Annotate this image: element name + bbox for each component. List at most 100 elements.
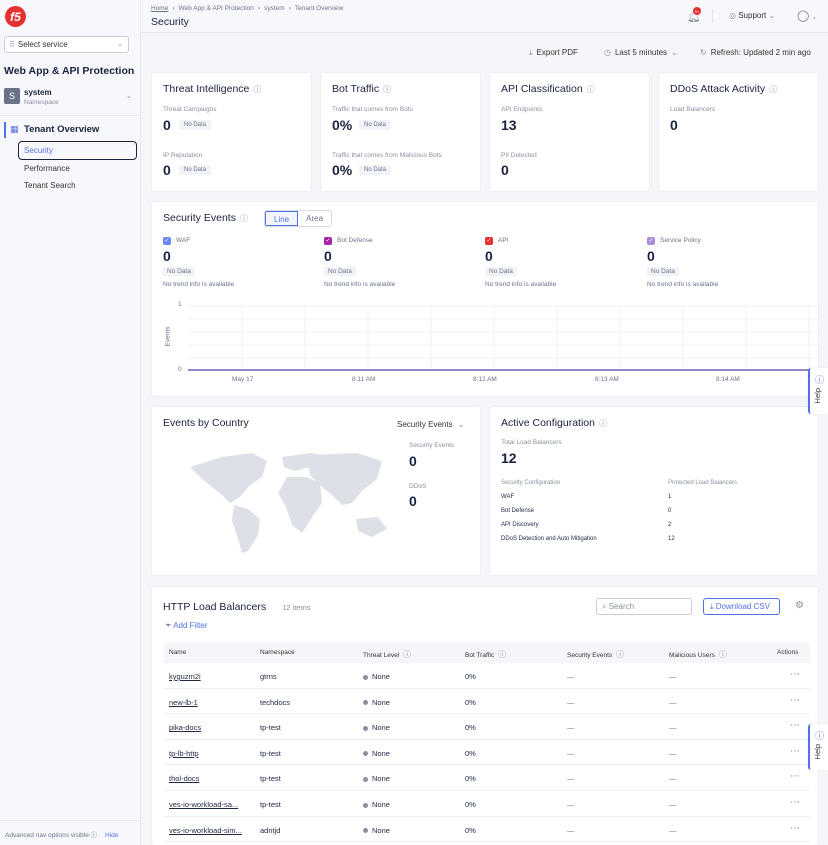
malicious-users: — — [669, 748, 677, 758]
table-row: tp-lb-http tp-test None 0% — — ⋯ — [164, 740, 810, 766]
bot-traffic: 0% — [465, 723, 476, 733]
column-header-name[interactable]: Name — [169, 649, 187, 656]
info-icon[interactable]: ⓘ — [403, 650, 412, 659]
add-filter-button[interactable]: ⏷ Add Filter — [165, 621, 207, 631]
lb-namespace: techdocs — [260, 697, 291, 707]
sidebar-item-security[interactable]: Security — [18, 141, 137, 160]
divider — [0, 820, 140, 821]
more-actions-icon[interactable]: ⋯ — [790, 745, 800, 757]
column-header-label: Threat Level — [363, 652, 400, 659]
checkbox-icon[interactable]: ✓ — [647, 237, 655, 245]
clock-icon: ◷ — [604, 48, 611, 57]
lb-name-link[interactable]: ves-io-workload-sa... — [169, 800, 239, 809]
notification-badge: 9+ — [693, 7, 701, 15]
column-header-threat-level[interactable]: Threat Level ⓘ — [363, 649, 411, 660]
column-header-bot-traffic[interactable]: Bot Traffic ⓘ — [465, 649, 506, 660]
lb-name-link[interactable]: pika-docs — [169, 723, 202, 733]
info-icon[interactable]: ⓘ — [769, 85, 778, 94]
f5-logo[interactable]: f5 — [5, 6, 26, 27]
time-range-select[interactable]: ◷ Last 5 minutes ⌄ — [604, 48, 682, 57]
more-actions-icon[interactable]: ⋯ — [790, 797, 800, 808]
sidebar-item-tenant-search[interactable]: Tenant Search — [24, 181, 76, 190]
user-menu[interactable]: ◯ ⌄ — [797, 9, 817, 22]
lb-name-link[interactable]: new-lb-1 — [169, 697, 198, 707]
breadcrumb-home[interactable]: Home — [151, 5, 169, 12]
namespace-avatar: S — [4, 88, 20, 104]
info-icon[interactable]: ⓘ — [586, 85, 595, 94]
column-header-malicious-users[interactable]: Malicious Users ⓘ — [669, 649, 727, 660]
sidebar-item-performance[interactable]: Performance — [24, 164, 70, 173]
time-range-label: Last 5 minutes — [614, 48, 668, 57]
metric-label: Load Balancers — [670, 106, 716, 113]
more-actions-icon[interactable]: ⋯ — [790, 822, 800, 834]
advanced-nav-notice: Advanced nav options visible ⓘ Hide — [5, 829, 118, 839]
config-name: WAF — [501, 494, 515, 500]
lb-name-link[interactable]: kyguzm2i — [169, 672, 201, 681]
notifications-button[interactable]: 🔔︎ 9+ — [687, 7, 701, 23]
more-actions-icon[interactable]: ⋯ — [790, 694, 800, 706]
search-input[interactable]: ⌕ Search — [596, 598, 692, 615]
namespace-selector[interactable]: S system Namespace ⌄ — [4, 88, 134, 108]
info-icon[interactable]: ⓘ — [598, 419, 607, 428]
metric-value: 0% — [332, 162, 353, 178]
service-select[interactable]: ⠿ Select service ⌄ — [4, 36, 129, 53]
help-tab[interactable]: ⓘ Help — [808, 368, 828, 414]
info-icon[interactable]: ⓘ — [498, 650, 507, 659]
table-row: ves-io-workload-sim... adntjd None 0% — — ⋯ — [164, 817, 810, 843]
download-csv-button[interactable]: ⤓ Download CSV — [703, 598, 780, 615]
breadcrumb-namespace[interactable]: system — [264, 5, 285, 12]
toggle-area[interactable]: Area — [306, 214, 324, 223]
page-title: Security — [151, 16, 189, 28]
series-value: 0 — [485, 248, 493, 264]
no-data-badge: No Data — [647, 267, 679, 276]
no-data-badge: No Data — [359, 120, 392, 130]
nav-group-tenant-overview[interactable]: ▦ Tenant Overview — [4, 122, 134, 138]
column-header-namespace[interactable]: Namespace — [260, 649, 295, 656]
toggle-line[interactable]: Line — [265, 211, 299, 226]
help-icon: ⓘ — [815, 731, 825, 741]
info-icon[interactable]: ⓘ — [239, 214, 248, 223]
breadcrumb-app[interactable]: Web App & API Protection — [178, 5, 254, 12]
metric-label: API Endpoints — [501, 106, 543, 113]
malicious-users: — — [669, 774, 677, 784]
export-pdf-button[interactable]: ⤓ Export PDF — [529, 48, 578, 58]
lb-name-link[interactable]: thol-docs — [169, 774, 200, 784]
info-icon[interactable]: ⓘ — [718, 650, 727, 659]
lb-name-link[interactable]: tp-lb-http — [169, 748, 199, 758]
x-tick: 8:14 AM — [716, 376, 740, 383]
info-icon[interactable]: ⓘ — [616, 650, 625, 659]
metric-dropdown[interactable]: Security Events ⌄ — [397, 420, 464, 429]
support-menu[interactable]: ◎ Support ⌄ — [729, 11, 775, 20]
checkbox-icon[interactable]: ✓ — [163, 237, 171, 245]
ddos-attack-card: DDoS Attack Activity ⓘ Load Balancers 0 — [658, 72, 819, 192]
status-dot — [363, 751, 368, 757]
lb-name-link[interactable]: ves-io-workload-sim... — [169, 825, 242, 835]
y-tick: 1 — [178, 301, 182, 308]
help-tab[interactable]: ⓘ Help — [808, 724, 828, 770]
x-tick: May 17 — [232, 376, 254, 383]
refresh-button[interactable]: ↻ Refresh: Updated 2 min ago — [700, 48, 811, 57]
world-map[interactable] — [182, 447, 402, 562]
config-name: API Discovery — [501, 522, 539, 528]
card-title: HTTP Load Balancers — [163, 601, 267, 613]
hide-link[interactable]: Hide — [104, 832, 119, 839]
more-actions-icon[interactable]: ⋯ — [790, 771, 800, 783]
more-actions-icon[interactable]: ⋯ — [790, 720, 800, 732]
info-icon[interactable]: ⓘ — [253, 85, 262, 94]
threat-level: None — [363, 749, 390, 758]
info-icon[interactable]: ⓘ — [383, 85, 392, 94]
config-name: Bot Defense — [501, 508, 535, 514]
threat-level: None — [363, 723, 390, 732]
config-name: DDoS Detection and Auto Mitigation — [501, 536, 597, 542]
no-data-badge: No Data — [485, 267, 517, 276]
stat-label: DDoS — [409, 483, 427, 490]
filter-icon: ⏷ — [165, 621, 174, 630]
checkbox-icon[interactable]: ✓ — [485, 237, 493, 245]
more-actions-icon[interactable]: ⋯ — [790, 669, 800, 680]
x-tick: 8:12 AM — [473, 376, 497, 383]
column-header-security-events[interactable]: Security Events ⓘ — [567, 649, 624, 660]
checkbox-icon[interactable]: ✓ — [324, 237, 332, 245]
stat-value: 0 — [409, 453, 417, 469]
settings-icon[interactable]: ⚙ — [795, 600, 804, 611]
security-events-chart: 1 0 Events May 17 8:11 AM 8:12 AM 8:13 A… — [162, 297, 822, 387]
